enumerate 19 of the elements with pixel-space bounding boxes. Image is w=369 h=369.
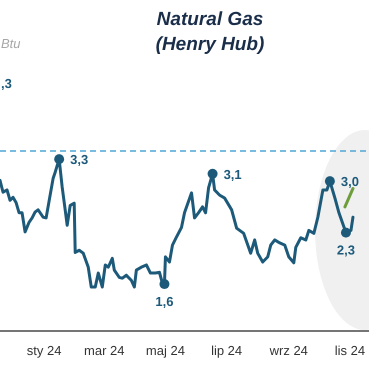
data-label: 3,1 <box>224 166 242 182</box>
data-label: 2,3 <box>336 242 355 258</box>
text: Btu <box>1 36 21 51</box>
x-tick-label: wrz 24 <box>268 343 308 358</box>
chart-title: Natural Gas (Henry Hub) <box>156 9 264 55</box>
point <box>159 279 170 290</box>
point <box>340 228 351 238</box>
x-tick-label: mar 24 <box>84 343 125 358</box>
data-label: 3,0 <box>340 174 359 190</box>
point <box>324 176 335 186</box>
text: ,3 <box>1 76 12 91</box>
data-label: 1,6 <box>155 294 174 310</box>
x-tick-label: maj 24 <box>146 343 185 358</box>
data-label: 3,3 <box>70 152 88 168</box>
x-tick-label: lip 24 <box>211 343 242 358</box>
x-tick-label: lis 24 <box>334 343 366 358</box>
point <box>208 168 218 179</box>
point <box>54 154 64 164</box>
x-tick-label: sty 24 <box>26 343 62 358</box>
